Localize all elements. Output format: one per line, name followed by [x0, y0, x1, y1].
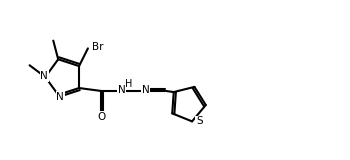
Text: N: N [56, 92, 64, 102]
Text: N: N [118, 85, 126, 95]
Text: S: S [196, 116, 203, 126]
Text: Br: Br [92, 42, 103, 52]
Text: H: H [125, 79, 133, 88]
Text: O: O [97, 112, 105, 122]
Text: N: N [41, 71, 48, 81]
Text: N: N [141, 85, 149, 95]
